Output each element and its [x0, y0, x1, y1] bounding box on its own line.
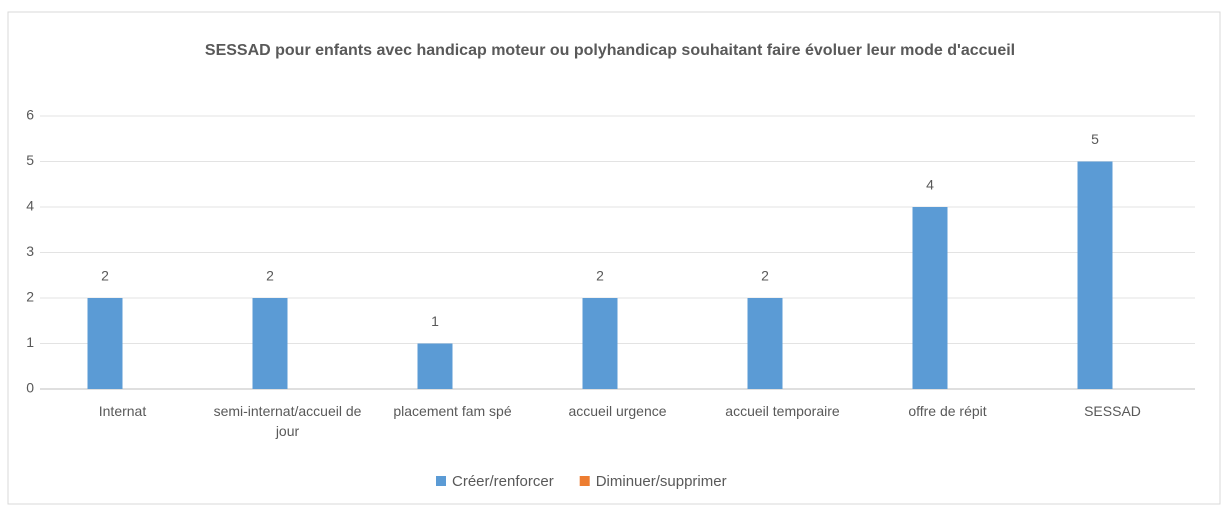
data-label: 5	[1091, 131, 1099, 147]
bar	[582, 298, 618, 389]
bar	[912, 207, 948, 389]
chart-frame	[7, 11, 1221, 505]
y-tick-label: 2	[26, 289, 34, 305]
y-tick-label: 4	[26, 198, 34, 214]
y-tick-label: 5	[26, 152, 34, 168]
y-tick-label: 6	[26, 107, 34, 123]
bar	[417, 343, 453, 389]
bar	[747, 298, 783, 389]
data-label: 1	[431, 313, 439, 329]
bar	[87, 298, 123, 389]
data-label: 4	[926, 177, 934, 193]
chart-title: SESSAD pour enfants avec handicap moteur…	[204, 42, 1016, 59]
x-tick-label: offre de répit	[908, 403, 987, 419]
legend-swatch	[436, 476, 446, 486]
legend-label: Diminuer/supprimer	[596, 473, 727, 490]
data-label: 2	[596, 268, 604, 284]
x-tick-label: semi-internat/accueil de jour	[213, 403, 362, 439]
x-tick-label: placement fam spé	[393, 403, 512, 419]
data-label: 2	[266, 268, 274, 284]
data-label: 2	[761, 268, 769, 284]
x-tick-label: Internat	[98, 403, 147, 419]
legend-label: Créer/renforcer	[452, 473, 554, 490]
x-tick-label: accueil temporaire	[725, 403, 840, 419]
y-tick-label: 1	[26, 334, 34, 350]
bar	[1077, 161, 1113, 389]
legend-swatch	[579, 476, 590, 486]
y-tick-label: 3	[26, 243, 34, 259]
bar	[252, 298, 288, 389]
y-tick-label: 0	[26, 380, 34, 396]
x-tick-label: accueil urgence	[568, 403, 667, 419]
data-label: 2	[101, 268, 109, 284]
x-tick-label: SESSAD	[1084, 403, 1141, 419]
